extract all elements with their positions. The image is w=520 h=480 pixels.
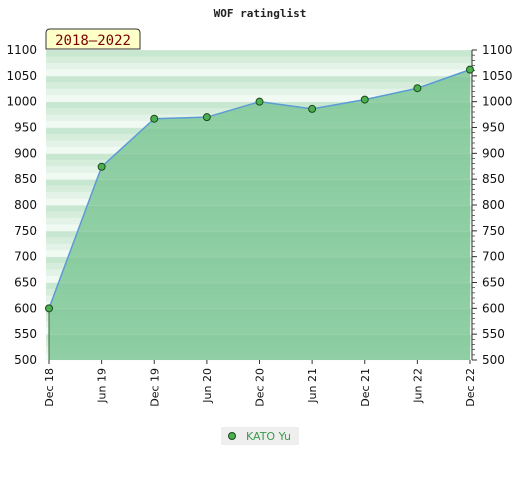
range-badge: 2018–2022 (45, 28, 141, 50)
data-point (466, 65, 474, 74)
x-tick-label: Dec 18 (43, 368, 56, 407)
band (46, 50, 472, 57)
y-tick-label: 900 (14, 146, 37, 160)
data-point (413, 84, 422, 93)
data-point (202, 113, 211, 122)
legend: KATO Yu (221, 427, 299, 445)
y-tick-label-right: 500 (482, 353, 505, 367)
area-stripe (46, 205, 472, 206)
area-stripe (46, 179, 472, 181)
band (46, 75, 472, 83)
data-point (308, 104, 317, 113)
x-tick-label: Dec 21 (359, 368, 372, 407)
data-point (97, 162, 106, 171)
x-axis: Dec 18 Jun 19 Dec 19 Jun 20 Dec 20 Jun 21 Dec … (43, 360, 477, 407)
y-tick-label-right: 700 (482, 250, 505, 264)
band (46, 69, 472, 77)
y-tick-label: 850 (14, 172, 37, 186)
legend-box (221, 427, 299, 445)
data-area (46, 50, 472, 360)
series-area (49, 69, 470, 360)
y-tick-label: 750 (14, 224, 37, 238)
x-tick-label: Dec 20 (254, 368, 267, 407)
y-tick-label: 950 (14, 121, 37, 135)
y-tick-label: 1100 (6, 43, 37, 57)
y-tick-label-right: 600 (482, 301, 505, 315)
x-tick-label: Dec 19 (148, 368, 161, 407)
area-stripe (46, 256, 472, 258)
y-tick-label-right: 1000 (482, 95, 513, 109)
band (46, 56, 472, 64)
area-stripe (46, 153, 472, 155)
y-tick-label-right: 900 (482, 146, 505, 160)
chart-title: WOF ratinglist (214, 7, 307, 20)
y-tick-label: 500 (14, 353, 37, 367)
y-axis-right: 500 550 600 650 700 750 800 850 900 950 1000 1050 11… (471, 43, 513, 367)
area-stripe (46, 282, 472, 284)
range-badge-box (45, 28, 141, 50)
legend-label: KATO Yu (246, 430, 291, 443)
band (46, 82, 472, 90)
y-tick-label: 600 (14, 301, 37, 315)
legend-marker (228, 432, 236, 440)
band (46, 88, 472, 96)
y-tick-label-right: 950 (482, 121, 505, 135)
y-tick-label: 650 (14, 276, 37, 290)
range-badge-label: 2018–2022 (55, 33, 131, 49)
x-tick-label: Dec 22 (464, 368, 477, 407)
area-stripe (46, 127, 472, 129)
y-tick-label-right: 1100 (482, 43, 513, 57)
area-stripe (46, 334, 472, 336)
y-tick-label-right: 550 (482, 327, 505, 341)
data-point (45, 304, 53, 313)
y-tick-label: 700 (14, 250, 37, 264)
y-tick-label: 1000 (6, 95, 37, 109)
y-tick-label-right: 750 (482, 224, 505, 238)
data-point (255, 97, 264, 106)
data-point (150, 114, 159, 123)
y-tick-label: 1050 (6, 69, 37, 83)
y-tick-label-right: 650 (482, 276, 505, 290)
x-tick-label: Jun 21 (306, 368, 319, 404)
y-tick-label-right: 1050 (482, 69, 513, 83)
area-stripe (46, 230, 472, 232)
y-axis-left: 500 550 600 650 700 750 800 850 900 950 1000 1050 11… (6, 43, 37, 367)
y-tick-label: 800 (14, 198, 37, 212)
x-tick-label: Jun 19 (96, 368, 109, 404)
x-tick-label: Jun 22 (411, 368, 424, 404)
x-tick-label: Jun 20 (201, 368, 214, 404)
data-point (360, 95, 369, 104)
y-tick-label-right: 800 (482, 198, 505, 212)
area-stripe (46, 308, 472, 310)
area-stripe (46, 50, 472, 51)
y-tick-label: 550 (14, 327, 37, 341)
band (46, 62, 472, 70)
area-stripe (46, 75, 472, 77)
y-tick-label-right: 850 (482, 172, 505, 186)
data-points (45, 65, 474, 313)
